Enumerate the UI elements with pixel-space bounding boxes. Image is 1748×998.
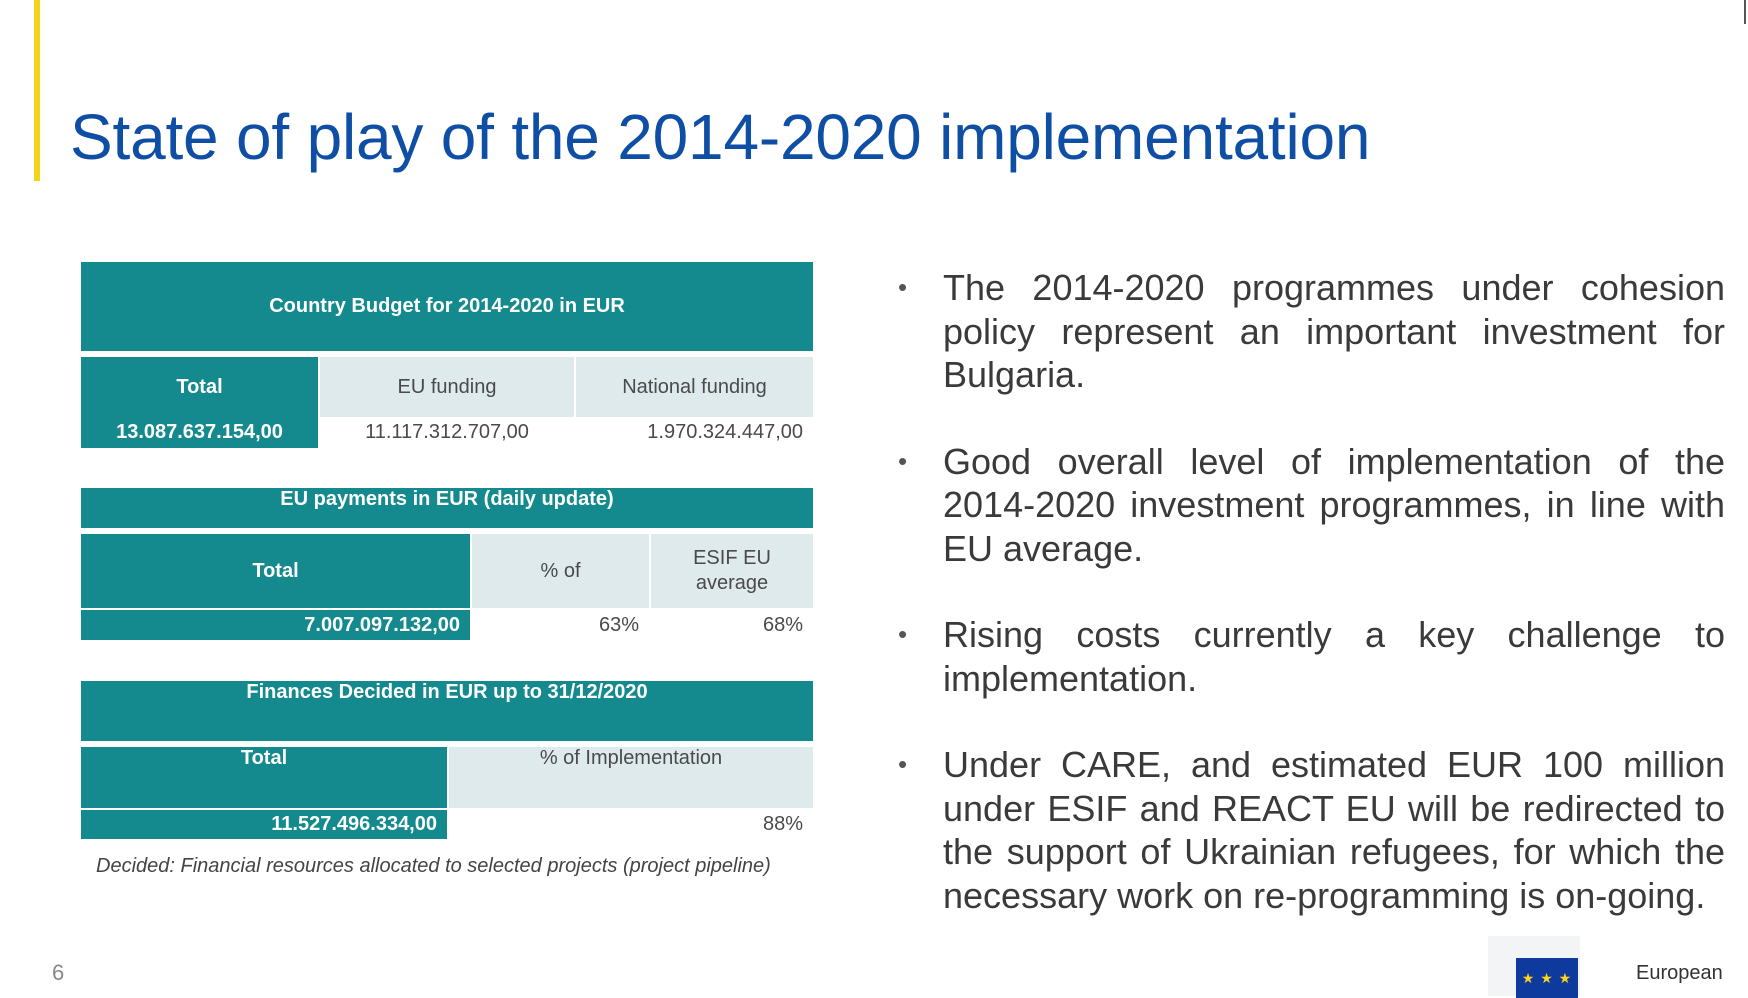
bullet-list: • The 2014-2020 programmes under cohesion… xyxy=(898,266,1725,960)
bullet-dot: • xyxy=(898,749,908,779)
bullet-text: The 2014-2020 programmes under cohesion … xyxy=(943,267,1725,395)
payments-header: EU payments in EUR (daily update) xyxy=(81,488,813,528)
payments-col-avg: ESIF EU average xyxy=(651,534,813,608)
table-footnote: Decided: Financial resources allocated t… xyxy=(96,855,771,877)
bullet-item: • Good overall level of implementation of… xyxy=(898,440,1725,571)
payments-val-pct: 63% xyxy=(472,610,649,640)
payments-col-avg-line1: ESIF EU xyxy=(693,547,771,569)
bullet-dot: • xyxy=(898,445,908,476)
edge-divider xyxy=(1744,0,1746,24)
bullet-item: • Rising costs currently a key challenge … xyxy=(898,613,1725,700)
footer-org-label: European xyxy=(1636,962,1723,984)
eu-flag-icon: ★ ★ ★ xyxy=(1516,958,1578,998)
budget-col-national: National funding xyxy=(576,357,813,417)
decided-val-impl: 88% xyxy=(449,810,813,839)
decided-val-total: 11.527.496.334,00 xyxy=(81,810,447,839)
ec-logo: ★ ★ ★ European xyxy=(1488,930,1748,998)
payments-table: EU payments in EUR (daily update) Total … xyxy=(81,488,813,642)
payments-col-pct: % of xyxy=(472,534,649,608)
budget-val-total: 13.087.637.154,00 xyxy=(81,417,318,448)
bullet-item: • The 2014-2020 programmes under cohesion… xyxy=(898,266,1725,397)
bullet-text: Under CARE, and estimated EUR 100 millio… xyxy=(943,744,1725,916)
decided-table: Finances Decided in EUR up to 31/12/2020… xyxy=(81,681,813,839)
bullet-dot: • xyxy=(898,619,908,649)
payments-val-avg: 68% xyxy=(651,610,813,640)
decided-col-impl: % of Implementation xyxy=(449,747,813,808)
budget-table: Country Budget for 2014-2020 in EUR Tota… xyxy=(81,262,813,448)
page-title: State of play of the 2014-2020 implement… xyxy=(70,101,1371,173)
bullet-text: Rising costs currently a key challenge t… xyxy=(943,614,1725,699)
budget-header: Country Budget for 2014-2020 in EUR xyxy=(81,262,813,351)
payments-val-total: 7.007.097.132,00 xyxy=(81,610,470,640)
budget-val-national: 1.970.324.447,00 xyxy=(576,417,813,448)
payments-col-avg-line2: average xyxy=(695,572,769,594)
budget-col-total: Total xyxy=(81,357,318,417)
decided-header: Finances Decided in EUR up to 31/12/2020 xyxy=(81,681,813,741)
budget-val-eu: 11.117.312.707,00 xyxy=(320,417,574,448)
accent-bar xyxy=(34,0,40,181)
page-number: 6 xyxy=(52,960,65,985)
decided-col-total: Total xyxy=(81,747,447,808)
bullet-text: Good overall level of implementation of … xyxy=(943,440,1725,569)
payments-col-total: Total xyxy=(81,534,470,608)
bullet-dot: • xyxy=(898,272,908,302)
bullet-item: • Under CARE, and estimated EUR 100 milli… xyxy=(898,743,1725,917)
budget-col-eu: EU funding xyxy=(320,357,574,417)
